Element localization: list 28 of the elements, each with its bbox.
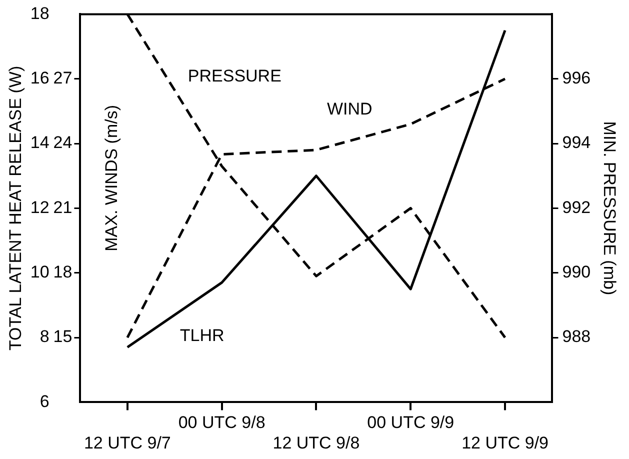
y-tick-label: 18 [30, 4, 50, 23]
y3-axis-title: MAX. WINDS (m/s) [102, 105, 121, 252]
y-tick-label: 6 [40, 392, 50, 411]
y2-tick-label: 994 [562, 133, 591, 152]
y3-tick-label: 18 [53, 262, 72, 282]
y-tick-label: 8 [40, 327, 50, 346]
y3-tick-label: 21 [53, 198, 72, 217]
y-tick-label: 14 [30, 133, 50, 152]
series-label: WIND [326, 100, 372, 119]
y2-tick-label: 990 [562, 262, 591, 282]
y-tick-label: 12 [30, 198, 50, 217]
y-axis-title: TOTAL LATENT HEAT RELEASE (W) [6, 66, 25, 351]
y3-tick-label: 15 [53, 327, 72, 346]
x-tick-label: 12 UTC 9/9 [462, 433, 549, 452]
y-tick-label: 10 [30, 262, 50, 282]
x-tick-label: 00 UTC 9/8 [178, 413, 266, 432]
y3-tick-label: 24 [53, 133, 72, 152]
x-tick-label: 12 UTC 9/7 [84, 433, 171, 452]
series-label: TLHR [180, 326, 224, 345]
y3-tick-label: 27 [53, 68, 72, 88]
y2-tick-label: 992 [562, 198, 591, 217]
y-tick-label: 16 [30, 68, 50, 88]
series-label: PRESSURE [188, 66, 282, 86]
x-tick-label: 12 UTC 9/8 [272, 433, 360, 452]
x-tick-label: 00 UTC 9/9 [367, 413, 454, 432]
y2-tick-label: 996 [562, 68, 591, 88]
y2-axis-title: MIN. PRESSURE (mb) [600, 121, 620, 296]
y2-tick-label: 988 [562, 327, 591, 346]
